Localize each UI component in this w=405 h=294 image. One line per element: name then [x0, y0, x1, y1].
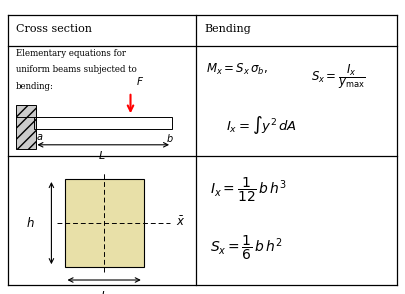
Text: $S_x = \dfrac{1}{6}\,b\,h^2$: $S_x = \dfrac{1}{6}\,b\,h^2$	[211, 233, 284, 262]
Text: $L$: $L$	[98, 149, 106, 161]
Bar	[64, 179, 144, 267]
Text: $S_x = \dfrac{I_x}{y_{\mathrm{max}}}$: $S_x = \dfrac{I_x}{y_{\mathrm{max}}}$	[311, 62, 365, 91]
Bar	[16, 105, 36, 149]
Text: $\bar{x}$: $\bar{x}$	[176, 215, 185, 228]
Text: $I_x = \dfrac{1}{12}\,b\,h^3$: $I_x = \dfrac{1}{12}\,b\,h^3$	[211, 175, 288, 203]
Text: $F$: $F$	[136, 76, 144, 88]
Text: bending:: bending:	[16, 82, 53, 91]
Bar	[34, 117, 172, 129]
Text: $b$: $b$	[100, 290, 109, 294]
Text: $I_x = \int y^2\, dA$: $I_x = \int y^2\, dA$	[226, 114, 298, 136]
Text: Cross section: Cross section	[16, 24, 92, 34]
Text: $a$: $a$	[36, 132, 44, 142]
Text: Bending: Bending	[205, 24, 251, 34]
Text: $M_x = S_x\,\sigma_b,$: $M_x = S_x\,\sigma_b,$	[207, 62, 269, 77]
Text: uniform beams subjected to: uniform beams subjected to	[16, 66, 136, 74]
Text: Elementary equations for: Elementary equations for	[16, 49, 126, 58]
Text: $h$: $h$	[26, 216, 35, 230]
Text: $b$: $b$	[166, 132, 174, 143]
